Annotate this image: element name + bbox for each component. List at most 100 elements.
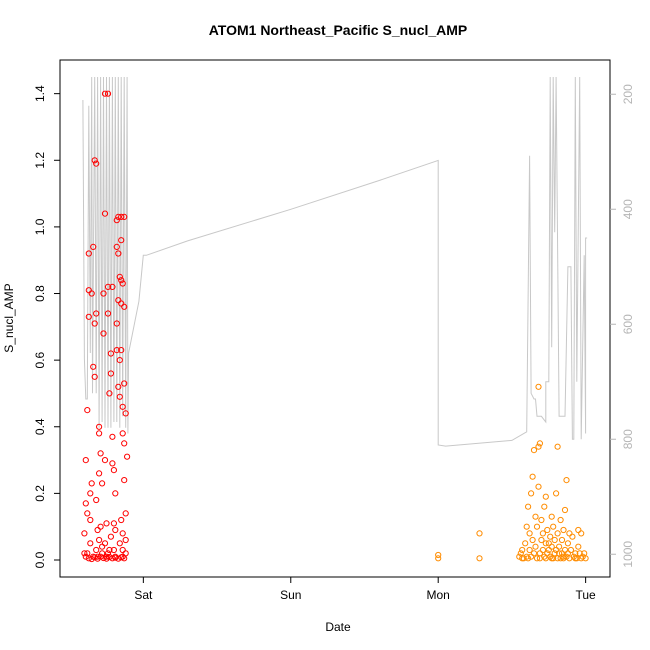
data-point [109,555,116,562]
data-point [113,243,120,250]
y-tick-label: 0.4 [33,418,47,435]
data-point [121,477,128,484]
data-point [90,363,97,370]
data-point [116,357,123,364]
y2-tick-label: 600 [621,314,635,334]
data-point [85,555,92,562]
data-point [118,347,125,354]
data-point [548,543,555,550]
data-point [118,554,125,561]
data-point [535,483,542,490]
data-point [533,523,541,530]
data-point [522,540,529,547]
data-point [103,553,110,560]
y-tick-label: 0.2 [33,485,47,502]
data-point [542,555,549,562]
data-point [112,526,119,534]
data-point [476,555,483,562]
data-point [88,480,95,487]
data-point [536,440,544,447]
data-point [582,555,589,562]
data-point [119,530,126,537]
x-tick-label: Sat [134,588,153,602]
data-point [554,443,561,450]
data-point [551,536,558,544]
data-point [122,550,129,557]
data-point [115,555,122,562]
data-point [553,490,560,497]
data-point [119,280,126,287]
data-point [561,546,569,554]
data-point [122,536,129,544]
data-point [94,553,101,560]
data-point [558,536,566,544]
data-point [88,555,95,563]
data-point [526,546,533,554]
data-point [553,546,560,554]
data-point [547,533,554,540]
data-point [96,423,103,430]
y-axis-label: S_nucl_AMP [2,283,16,352]
data-point [91,320,98,327]
data-point [107,350,115,357]
data-point [532,513,539,520]
data-point [96,470,103,477]
data-point [91,157,98,164]
data-point [91,554,98,561]
data-point [578,555,585,562]
y-axis: 0.0 0.2 0.4 0.6 0.8 1.0 1.2 1.4 [33,85,60,568]
data-point [124,453,131,460]
data-point [575,543,582,550]
data-point [118,213,125,220]
data-point [519,546,526,554]
y-tick-label: 1.0 [33,218,47,235]
data-point [538,536,545,544]
data-point [554,555,561,562]
y2-tick-label: 400 [621,199,635,219]
data-point [85,313,92,320]
y-tick-label: 0.0 [33,551,47,568]
data-point [529,536,536,544]
data-point [528,490,535,497]
data-point [88,290,95,297]
data-point [530,447,538,454]
y-tick-label: 0.8 [33,285,47,302]
data-point [85,250,92,257]
data-point [100,554,107,562]
data-point [97,523,104,530]
data-point [101,90,109,97]
data-point [94,526,101,534]
data-point [109,433,116,440]
data-point [557,516,564,524]
data-point [116,540,123,547]
data-point [539,546,547,554]
points-layer [81,90,589,563]
data-point [566,555,573,562]
data-point [99,480,106,487]
data-point [560,526,567,534]
data-point [115,383,122,390]
data-point [96,536,103,544]
data-point [533,555,541,562]
data-point [550,523,557,530]
data-point [103,520,110,527]
data-point [569,533,576,540]
y-tick-label: 1.4 [33,85,47,102]
data-point [551,550,558,557]
data-point [93,546,100,554]
data-point [100,330,107,337]
data-point [560,555,567,562]
data-point [91,373,98,380]
x-tick-label: Sun [280,588,301,602]
x-axis-label: Date [325,620,351,634]
data-point [99,543,106,550]
data-point [556,543,563,550]
data-point [87,490,94,497]
data-point [121,380,128,387]
data-point [119,403,126,410]
data-point [535,443,542,450]
data-point [112,554,119,561]
data-point [97,553,104,560]
data-point [529,473,536,480]
data-point [118,237,125,244]
